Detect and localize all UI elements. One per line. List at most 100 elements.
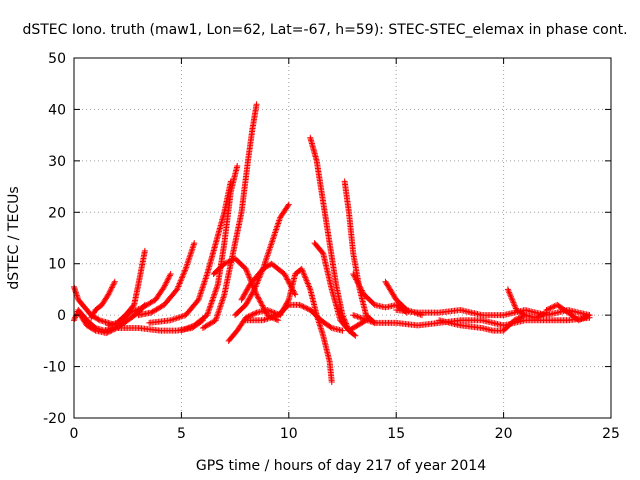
data-point <box>203 272 210 279</box>
data-point <box>509 296 516 303</box>
data-point <box>242 301 249 308</box>
data-point <box>281 304 288 311</box>
data-point <box>532 314 539 321</box>
data-point <box>252 288 259 295</box>
data-point <box>300 270 307 277</box>
data-point <box>266 246 273 253</box>
data-point <box>253 291 260 298</box>
data-point <box>190 241 197 248</box>
data-point <box>506 290 513 297</box>
data-point <box>218 300 225 307</box>
data-point <box>280 307 287 313</box>
data-point <box>131 307 138 314</box>
x-tick-label: 10 <box>280 426 298 442</box>
data-point <box>283 275 290 282</box>
data-point <box>358 315 365 322</box>
data-series <box>88 278 118 321</box>
data-point <box>299 267 306 274</box>
data-markers <box>71 101 593 385</box>
data-point <box>508 295 515 302</box>
data-series <box>543 301 593 324</box>
data-point <box>164 278 171 285</box>
data-point <box>166 273 173 280</box>
y-tick-label: -10 <box>43 360 66 376</box>
data-point <box>185 256 192 263</box>
data-point <box>355 281 362 288</box>
data-point <box>202 275 209 282</box>
data-point <box>285 277 292 284</box>
data-point <box>105 291 112 298</box>
data-point <box>357 314 364 321</box>
data-point <box>285 279 292 286</box>
data-point <box>273 226 280 233</box>
data-point <box>111 278 118 285</box>
data-point <box>221 260 228 267</box>
data-point <box>239 294 246 301</box>
data-series <box>146 178 234 326</box>
data-point <box>224 259 231 266</box>
data-point <box>250 310 257 317</box>
data-point <box>511 301 518 308</box>
data-point <box>520 311 527 318</box>
x-axis: 0 5 10 15 20 25 <box>70 58 620 442</box>
data-series <box>232 201 292 319</box>
data-point <box>174 286 181 293</box>
data-point <box>248 291 255 298</box>
data-point <box>352 275 359 282</box>
data-point <box>218 299 225 306</box>
data-point <box>175 282 182 289</box>
data-point <box>327 324 334 331</box>
y-tick-label: 0 <box>57 308 66 324</box>
data-point <box>219 297 226 304</box>
data-point <box>252 310 259 317</box>
data-point <box>547 305 554 312</box>
data-series <box>118 271 174 324</box>
data-point <box>212 287 219 294</box>
data-point <box>282 273 289 280</box>
data-point <box>247 294 254 301</box>
data-point <box>302 274 309 281</box>
data-point <box>189 244 196 251</box>
data-point <box>273 225 280 232</box>
data-point <box>575 317 582 324</box>
data-point <box>129 308 136 315</box>
data-point <box>265 249 272 256</box>
data-point <box>352 332 359 339</box>
data-point <box>514 316 521 322</box>
data-point <box>303 305 310 312</box>
data-point <box>359 288 366 295</box>
data-point <box>248 312 255 319</box>
data-point <box>581 314 588 321</box>
data-point <box>286 280 293 287</box>
data-point <box>71 315 78 322</box>
data-point <box>91 309 98 316</box>
data-point <box>282 303 289 310</box>
data-point <box>108 327 115 334</box>
data-point <box>535 313 542 320</box>
data-point <box>274 221 281 228</box>
data-point <box>106 288 113 295</box>
data-point <box>285 201 292 208</box>
data-point <box>213 284 220 291</box>
data-point <box>179 273 186 280</box>
data-point <box>269 237 276 244</box>
data-point <box>512 304 519 311</box>
data-point <box>111 280 118 287</box>
data-point <box>128 309 135 315</box>
data-point <box>365 317 372 324</box>
data-point <box>208 298 215 305</box>
x-axis-label: GPS time / hours of day 217 of year 2014 <box>196 458 486 474</box>
plot-frame <box>73 57 612 419</box>
data-point <box>296 301 303 308</box>
data-point <box>169 316 176 323</box>
data-point <box>511 317 518 324</box>
data-point <box>578 316 585 322</box>
data-point <box>211 290 218 297</box>
data-point <box>104 329 111 336</box>
data-point <box>255 295 262 302</box>
data-point <box>284 202 291 209</box>
data-point <box>244 270 251 277</box>
data-point <box>298 265 305 272</box>
data-point <box>271 231 278 238</box>
